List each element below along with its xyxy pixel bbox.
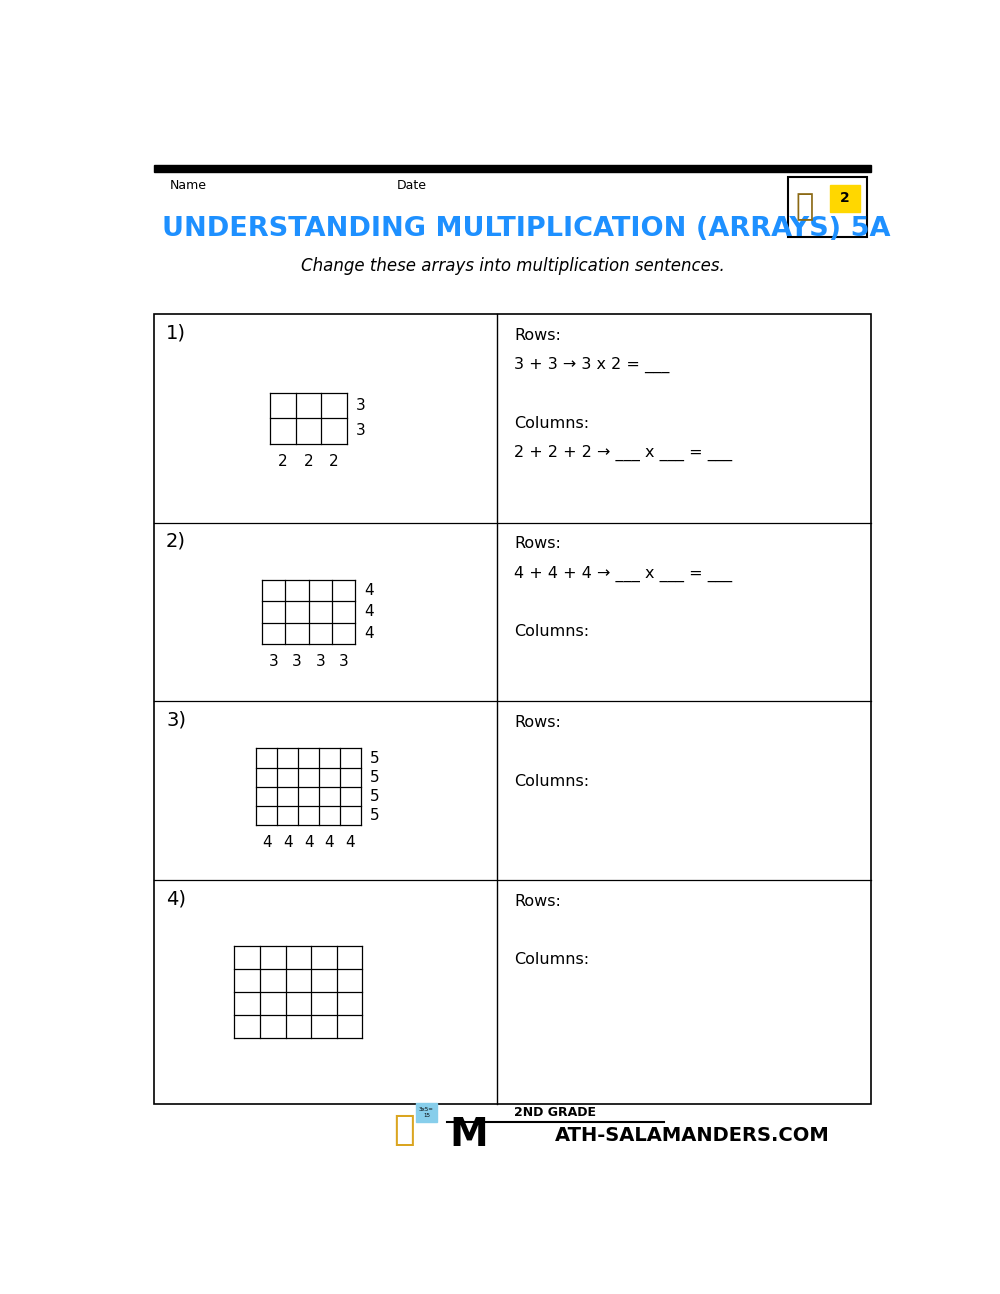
Text: 3x5=
15: 3x5= 15 (419, 1108, 434, 1118)
Text: 3: 3 (356, 399, 366, 413)
Text: 4: 4 (283, 836, 292, 850)
Text: 5: 5 (370, 789, 380, 804)
Text: 5: 5 (370, 751, 380, 766)
Text: UNDERSTANDING MULTIPLICATION (ARRAYS) 5A: UNDERSTANDING MULTIPLICATION (ARRAYS) 5A (162, 216, 891, 242)
Bar (154, 164, 871, 172)
Text: Rows:: Rows: (514, 894, 561, 908)
Text: 4: 4 (364, 604, 374, 620)
Text: 3: 3 (339, 655, 348, 669)
Text: 2): 2) (166, 532, 186, 551)
Text: Date: Date (396, 179, 426, 192)
Text: Rows:: Rows: (514, 716, 561, 730)
Text: 3): 3) (166, 710, 186, 730)
Bar (416, 1104, 437, 1122)
Text: 5: 5 (370, 770, 380, 785)
Text: 2: 2 (304, 454, 313, 468)
Text: Name: Name (170, 179, 207, 192)
Text: 3: 3 (292, 655, 302, 669)
Bar (154, 314, 871, 1104)
Text: 2 + 2 + 2 → ___ x ___ = ___: 2 + 2 + 2 → ___ x ___ = ___ (514, 445, 732, 461)
Text: 3: 3 (269, 655, 279, 669)
Text: 4): 4) (166, 889, 186, 908)
Text: 2ND GRADE: 2ND GRADE (514, 1106, 596, 1119)
Text: 4: 4 (364, 626, 374, 641)
Text: Rows:: Rows: (514, 537, 561, 551)
Bar (830, 185, 860, 212)
Text: 4 + 4 + 4 → ___ x ___ = ___: 4 + 4 + 4 → ___ x ___ = ___ (514, 565, 732, 582)
Text: 3 + 3 → 3 x 2 = ___: 3 + 3 → 3 x 2 = ___ (514, 357, 669, 373)
Text: 3: 3 (315, 655, 325, 669)
Text: ATH-SALAMANDERS.COM: ATH-SALAMANDERS.COM (555, 1126, 830, 1145)
Text: 4: 4 (262, 836, 272, 850)
Text: Change these arrays into multiplication sentences.: Change these arrays into multiplication … (301, 258, 724, 274)
Text: M: M (449, 1117, 488, 1154)
Text: 2: 2 (329, 454, 339, 468)
Text: 🐆: 🐆 (796, 193, 814, 221)
Text: Rows:: Rows: (514, 327, 561, 343)
Text: 🐆: 🐆 (393, 1113, 415, 1146)
Text: 4: 4 (364, 582, 374, 598)
Text: 3: 3 (356, 423, 366, 439)
Text: 4: 4 (346, 836, 355, 850)
Text: Columns:: Columns: (514, 774, 589, 788)
Text: 4: 4 (304, 836, 313, 850)
Bar (788, 177, 867, 237)
Text: Columns:: Columns: (514, 415, 589, 431)
Text: 5: 5 (370, 809, 380, 823)
Text: Columns:: Columns: (514, 624, 589, 639)
Text: 2: 2 (840, 192, 850, 206)
Text: 4: 4 (325, 836, 334, 850)
Text: Columns:: Columns: (514, 952, 589, 967)
Text: 2: 2 (278, 454, 288, 468)
Text: 1): 1) (166, 324, 186, 342)
